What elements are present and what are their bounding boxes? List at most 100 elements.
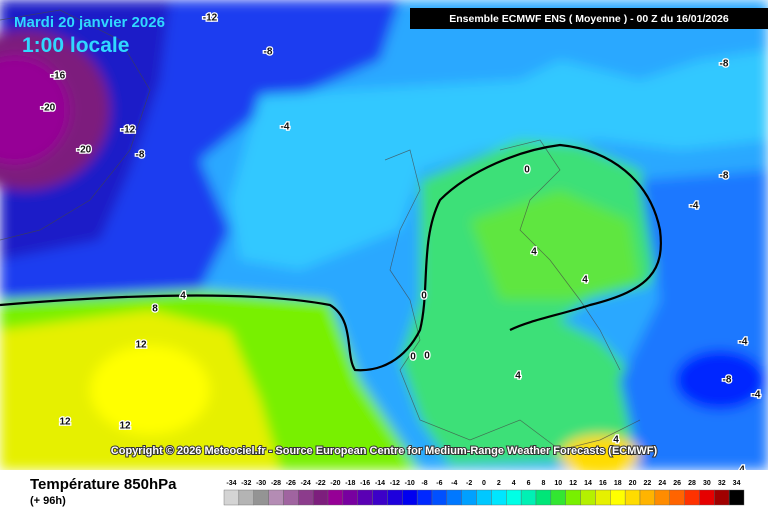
legend-title: Température 850hPa [30,476,177,493]
time-label: 1:00 locale [22,34,129,57]
contour-label: -8 [720,171,729,182]
colorbar-label: -14 [375,480,385,487]
contour-label: 4 [180,291,186,302]
legend-subtitle: (+ 96h) [30,495,66,507]
colorbar-label: -4 [451,480,457,487]
colorbar-label: 28 [688,480,696,487]
colorbar-label: -26 [286,480,296,487]
colorbar-swatch [520,489,537,506]
colorbar-label: 10 [554,480,562,487]
zero-isotherm [0,143,662,372]
colorbar-swatch [312,489,329,506]
colorbar-label: 20 [629,480,637,487]
colorbar-swatch [253,489,269,506]
colorbar-label: -10 [405,480,415,487]
colorbar-swatch [372,489,388,506]
colorbar-label: -30 [256,480,266,487]
colorbar-label: 4 [512,480,516,487]
colorbar-label: -20 [330,480,340,487]
contour-label: -8 [136,150,145,161]
colorbar-label: -28 [271,480,281,487]
colorbar-swatch [461,489,477,506]
colorbar-label: 2 [497,480,501,487]
colorbar-label: -2 [466,480,472,487]
colorbar-swatch [298,489,314,506]
colorbar-swatch [431,489,448,506]
coastlines [0,9,641,451]
date-label: Mardi 20 janvier 2026 [14,14,165,31]
colorbar-label: -18 [345,480,355,487]
colorbar-label: 6 [527,480,531,487]
colorbar-swatch [639,489,656,506]
contour-label: -4 [752,390,761,401]
colorbar-label: -22 [316,480,326,487]
contour-label: 12 [119,421,131,432]
contour-label: 4 [515,371,521,382]
colorbar-swatch [446,489,462,506]
colorbar-swatch [595,489,611,506]
contour-label: -20 [77,145,92,156]
contour-label: 0 [424,351,430,362]
colorbar-label: 26 [673,480,681,487]
temperature-field [0,0,768,475]
colorbar-swatch [669,489,685,506]
colorbar-label: -24 [301,480,311,487]
colorbar-swatch [654,489,670,506]
colorbar-swatch [714,489,730,506]
colorbar-swatch [283,489,299,506]
copyright: Copyright © 2026 Meteociel.fr - Source E… [111,445,658,457]
colorbar-label: 34 [733,480,741,487]
colorbar-swatch [699,489,715,506]
colorbar-swatch [402,489,418,506]
contour-label: 4 [531,247,537,258]
contour-label: -16 [51,71,66,82]
contour-label: 12 [59,417,71,428]
colorbar-swatch [535,489,552,506]
colorbar-swatch [506,489,522,506]
colorbar-label: 32 [718,480,726,487]
colorbar-label: 16 [599,480,607,487]
contour-label: -4 [281,122,290,133]
colorbar-label: 8 [541,480,545,487]
contour-label: -4 [690,201,699,212]
colorbar: -34 -32 -30 -28 -26 -24 -22 -20 -18 -16 -14 -12 -10-… [223,480,745,506]
colorbar-swatch [491,489,507,506]
colorbar-swatch [550,489,566,506]
colorbar-swatch [416,489,433,506]
model-banner [410,8,768,29]
colorbar-swatch [565,489,581,506]
colorbar-label: -6 [436,480,442,487]
contour-label: 0 [410,352,416,363]
contour-label: -8 [264,47,273,58]
contour-label: 12 [135,340,147,351]
colorbar-swatch [624,489,641,506]
contour-label: -8 [720,59,729,70]
contour-label: -4 [739,337,748,348]
colorbar-swatch [387,489,403,506]
model-label: Ensemble ECMWF ENS ( Moyenne ) - 00 Z du… [449,13,729,25]
contour-label: 0 [421,291,427,302]
colorbar-label: 22 [644,480,652,487]
colorbar-swatch [728,489,745,506]
contour-label: -12 [121,125,136,136]
colorbar-label: 0 [482,480,486,487]
colorbar-label: 18 [614,480,622,487]
colorbar-label: -8 [421,480,427,487]
colorbar-swatch [610,489,626,506]
colorbar-swatch [684,489,700,506]
colorbar-swatch [238,489,254,506]
contour-label: -12 [203,13,218,24]
colorbar-swatch [223,489,240,506]
contour-label: -8 [723,375,732,386]
colorbar-label: 24 [658,480,666,487]
colorbar-label: -34 [226,480,236,487]
colorbar-swatch [357,489,373,506]
colorbar-swatch [580,489,596,506]
colorbar-label: 30 [703,480,711,487]
colorbar-swatch [342,489,358,506]
contour-label: -20 [41,103,56,114]
colorbar-label: -12 [390,480,400,487]
colorbar-label: 12 [569,480,577,487]
